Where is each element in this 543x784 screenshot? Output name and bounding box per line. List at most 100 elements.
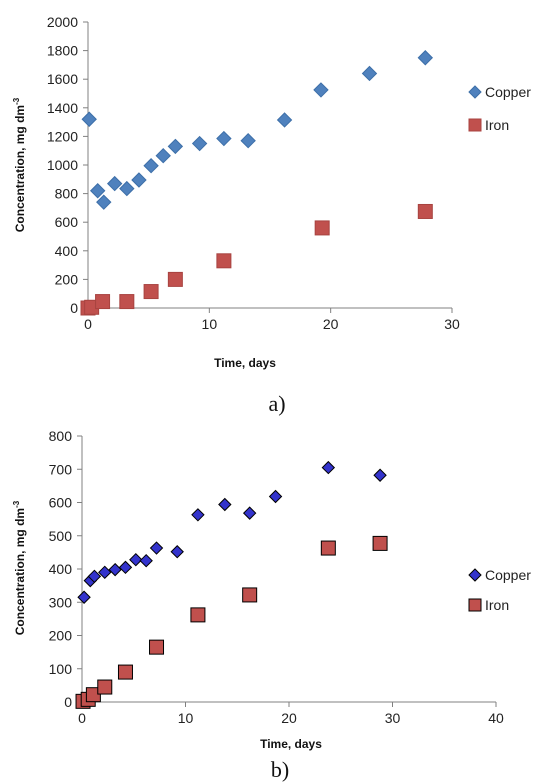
iron-point (149, 639, 165, 655)
copper-point (77, 590, 91, 604)
chart-b-y-axis-title-sup: -3 (12, 500, 21, 508)
legend-iron-marker (468, 118, 482, 132)
iron-point (167, 271, 183, 287)
x-tick-label: 40 (488, 710, 504, 726)
y-tick-label: 100 (49, 661, 73, 677)
y-tick-label: 1400 (47, 100, 78, 116)
legend-iron-marker (468, 598, 482, 612)
y-tick-label: 800 (55, 186, 79, 202)
chart-a-x-ticks: 0 10 20 30 (84, 308, 460, 332)
y-tick-label: 2000 (47, 14, 78, 30)
copper-point (167, 138, 184, 155)
copper-point (129, 552, 143, 567)
chart-b-y-axis-title-main: Concentration, mg dm (13, 508, 27, 635)
chart-a-y-axis-title: Concentration, mg dm-3 (12, 97, 27, 232)
copper-point (242, 506, 257, 520)
copper-point (170, 545, 184, 559)
copper-point (268, 489, 283, 504)
copper-point (218, 497, 232, 512)
copper-point (118, 560, 133, 575)
y-tick-label: 600 (49, 495, 73, 511)
chart-a-y-ticks: 0 200 400 600 800 1000 1200 1400 1600 1800 2000 (47, 14, 88, 316)
chart-a-y-axis-title-sup: -3 (12, 97, 21, 105)
chart-a-legend-iron-label: Iron (485, 117, 509, 133)
x-tick-label: 30 (385, 710, 401, 726)
iron-point (417, 203, 433, 219)
chart-a-legend: Copper Iron (468, 84, 531, 133)
x-tick-label: 10 (202, 316, 218, 332)
chart-a-x-axis-title: Time, days (214, 356, 276, 370)
y-tick-label: 800 (49, 428, 73, 444)
copper-point (98, 565, 112, 580)
chart-b-x-ticks: 0 10 20 30 40 (78, 702, 504, 726)
copper-point (81, 111, 97, 127)
copper-point (87, 569, 102, 584)
copper-point (131, 172, 147, 188)
chart-b-legend: Copper Iron (468, 567, 531, 613)
iron-point (314, 220, 330, 236)
copper-point (119, 180, 135, 197)
copper-point (276, 112, 293, 128)
iron-point (117, 664, 133, 680)
y-tick-label: 1600 (47, 71, 78, 87)
copper-point (108, 562, 122, 577)
chart-b-legend-iron-label: Iron (485, 597, 509, 613)
y-tick-label: 1000 (47, 157, 78, 173)
legend-copper-marker (468, 568, 482, 582)
copper-point (240, 132, 256, 149)
iron-point (119, 294, 135, 310)
copper-point (313, 82, 329, 98)
x-tick-label: 0 (84, 316, 92, 332)
iron-point (242, 587, 258, 603)
x-tick-label: 0 (78, 710, 86, 726)
y-tick-label: 700 (49, 461, 73, 477)
copper-point (417, 50, 434, 66)
copper-point (89, 183, 106, 199)
chart-a-legend-copper-marker (468, 85, 482, 99)
chart-b-legend-iron-marker (468, 598, 482, 612)
x-tick-label: 30 (444, 316, 460, 332)
iron-point (216, 253, 232, 269)
copper-point (106, 175, 123, 192)
y-tick-label: 200 (55, 271, 79, 287)
copper-point (361, 65, 378, 82)
x-tick-label: 10 (178, 710, 194, 726)
y-tick-label: 400 (49, 561, 73, 577)
iron-point (190, 607, 206, 623)
y-tick-label: 600 (55, 214, 79, 230)
iron-point (320, 540, 336, 556)
chart-a-points (80, 50, 434, 316)
copper-point (216, 130, 232, 147)
iron-point (143, 284, 159, 300)
iron-point (97, 679, 113, 695)
chart-a: 0 200 400 600 800 1000 1200 1400 1600 1800 2000 0 1… (12, 14, 531, 416)
chart-a-panel-label: a) (268, 391, 285, 416)
copper-point (96, 194, 112, 210)
y-tick-label: 300 (49, 594, 73, 610)
chart-a-legend-iron-marker (468, 118, 482, 132)
chart-a-y-axis-title-main: Concentration, mg dm (13, 105, 27, 232)
copper-point (191, 135, 208, 152)
y-tick-label: 0 (64, 694, 72, 710)
x-tick-label: 20 (323, 316, 339, 332)
copper-point (155, 147, 171, 164)
y-tick-label: 1800 (47, 43, 78, 59)
iron-point (372, 535, 388, 551)
y-tick-label: 0 (70, 300, 78, 316)
copper-point (321, 460, 336, 475)
y-tick-label: 500 (49, 528, 73, 544)
chart-b: 0 100 200 300 400 500 600 700 800 0 10 20 30 40 Time… (12, 428, 531, 782)
chart-b-panel-label: b) (271, 757, 289, 782)
copper-point (373, 468, 387, 482)
chart-b-x-axis-title: Time, days (260, 737, 322, 751)
y-tick-label: 400 (55, 243, 79, 259)
chart-b-y-axis-title: Concentration, mg dm-3 (12, 500, 27, 635)
y-tick-label: 1200 (47, 128, 78, 144)
legend-copper-marker (468, 85, 482, 99)
chart-a-legend-copper-label: Copper (485, 84, 531, 100)
copper-point (149, 541, 164, 555)
y-tick-label: 200 (49, 628, 73, 644)
iron-point (95, 294, 111, 310)
chart-b-points (75, 460, 388, 709)
